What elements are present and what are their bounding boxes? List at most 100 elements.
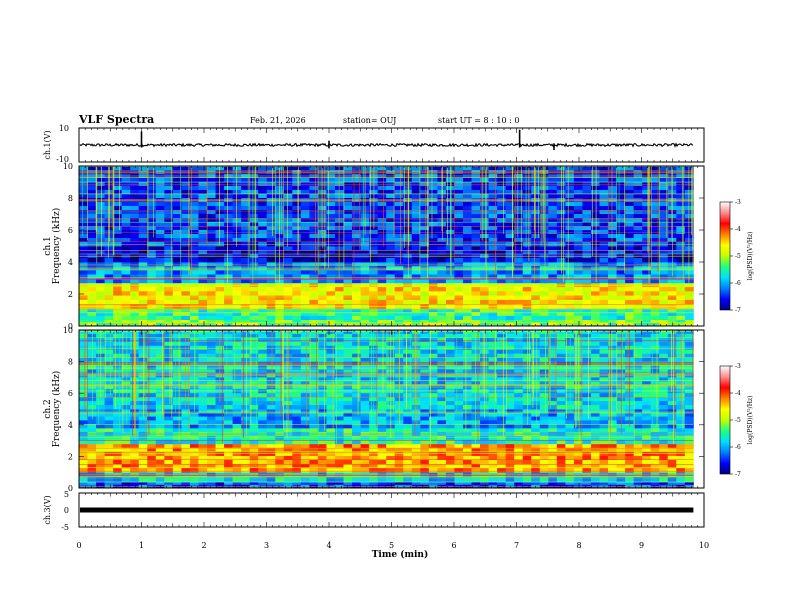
spectrogram-cell (428, 435, 438, 441)
spectrogram-cell (403, 333, 413, 339)
spectrogram-cell (462, 460, 472, 465)
spectrogram-cell (599, 319, 609, 324)
spectrogram-cell (548, 242, 558, 247)
spectrogram-cell (428, 190, 438, 195)
spectrogram-cell (548, 481, 558, 486)
spectrogram-cell (497, 210, 507, 215)
spectrogram-cell (96, 246, 105, 251)
spectrogram-cell (241, 420, 251, 425)
spectrogram-cell (676, 451, 686, 457)
spectrogram-cell (352, 190, 361, 195)
spectrogram-cell (633, 451, 643, 457)
spectrogram-cell (497, 424, 507, 429)
spectrogram-cell (198, 222, 208, 227)
spectrogram-cell (616, 330, 626, 335)
spectrogram-cell (539, 299, 549, 305)
spectrogram-cell (172, 238, 182, 243)
spectrogram-cell (659, 299, 669, 305)
spectrogram-cell (608, 198, 617, 203)
spectrogram-cell (215, 182, 225, 187)
spectrogram-cell (79, 322, 88, 327)
spectrogram-cell (334, 178, 344, 183)
spectrogram-cell (633, 420, 643, 425)
spectrogram-cell (206, 416, 216, 421)
spectrogram-cell (411, 312, 421, 317)
spectrogram-cell (249, 246, 259, 251)
spectrogram-cell (241, 266, 251, 271)
spectrogram-cell (505, 349, 515, 355)
spectrogram-cell (625, 299, 635, 305)
spectrogram-cell (403, 451, 413, 457)
spectrogram-cell (394, 218, 404, 223)
spectrogram-cell (394, 464, 404, 469)
spectrogram-cell (241, 178, 251, 183)
spectrogram-cell (189, 214, 199, 219)
spectrogram-cell (224, 210, 233, 215)
spectrogram-cell (172, 206, 182, 211)
spectrogram-cell (522, 451, 532, 457)
spectrogram-cell (403, 222, 413, 227)
spectrogram-cell (480, 420, 489, 425)
spectrogram-cell (642, 218, 652, 223)
spectrogram-cell (79, 234, 88, 239)
spectrogram-cell (650, 330, 660, 335)
spectrogram-cell (616, 206, 626, 211)
spectrogram-cell (215, 218, 225, 223)
spectrogram-cell (437, 246, 447, 251)
spectrogram-cell (394, 439, 404, 445)
spectrogram-cell (352, 186, 361, 191)
spectrogram-cell (283, 322, 293, 327)
spectrogram-cell (377, 198, 387, 203)
spectrogram-cell (522, 481, 532, 486)
spectrogram-cell (352, 464, 361, 469)
spectrogram-cell (403, 447, 413, 453)
spectrogram-cell (343, 206, 353, 211)
spectrogram-cell (454, 186, 464, 191)
spectrogram-cell (522, 337, 532, 343)
spectrogram-cell (224, 443, 233, 449)
spectrogram-cell (573, 315, 583, 320)
spectrogram-cell (258, 333, 268, 339)
spectrogram-cell (224, 214, 233, 219)
spectrogram-cell (462, 299, 472, 305)
spectrogram-cell (130, 210, 140, 215)
spectrogram-cell (582, 206, 592, 211)
spectrogram-cell (454, 435, 464, 441)
spectrogram-cell (608, 416, 617, 421)
spectrogram-cell (403, 218, 413, 223)
spectrogram-cell (445, 299, 455, 305)
spectrogram-cell (79, 308, 88, 313)
spectrogram-cell (650, 166, 660, 171)
spectrogram-cell (505, 319, 515, 324)
spectrogram-cell (573, 468, 583, 473)
spectrogram-cell (309, 460, 319, 465)
spectrogram-cell (147, 322, 157, 327)
spectrogram-cell (121, 194, 131, 199)
spectrogram-cell (650, 476, 660, 483)
spectrogram-cell (650, 198, 660, 203)
spectrogram-cell (445, 308, 455, 313)
spectrogram-cell (437, 238, 447, 243)
spectrogram-cell (343, 274, 353, 280)
spectrogram-cell (155, 234, 165, 239)
spectrogram-cell (548, 274, 558, 280)
spectrogram-cell (369, 258, 379, 263)
spectrogram-cell (198, 312, 208, 317)
spectrogram-cell (556, 439, 566, 445)
spectrogram-cell (616, 315, 626, 320)
spectrogram-cell (514, 412, 524, 417)
spectrogram-cell (198, 258, 208, 263)
spectrogram-cell (360, 278, 370, 284)
spectrogram-cell (309, 315, 319, 320)
spectrogram-cell (505, 287, 515, 292)
spectrogram-cell (283, 312, 293, 317)
spectrogram-cell (522, 420, 532, 425)
spectrogram-cell (480, 274, 489, 280)
spectrogram-cell (377, 409, 387, 414)
spectrogram-cell (369, 270, 379, 275)
spectrogram-cell (360, 337, 370, 343)
spectrogram-cell (659, 330, 669, 335)
spectrogram-cell (309, 287, 319, 292)
spectrogram-cell (625, 315, 635, 320)
